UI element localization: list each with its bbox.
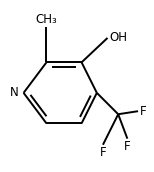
Text: N: N [10,86,19,99]
Text: F: F [124,140,131,153]
Text: OH: OH [109,31,127,44]
Text: CH₃: CH₃ [36,13,57,26]
Text: F: F [140,105,146,118]
Text: F: F [100,146,106,159]
